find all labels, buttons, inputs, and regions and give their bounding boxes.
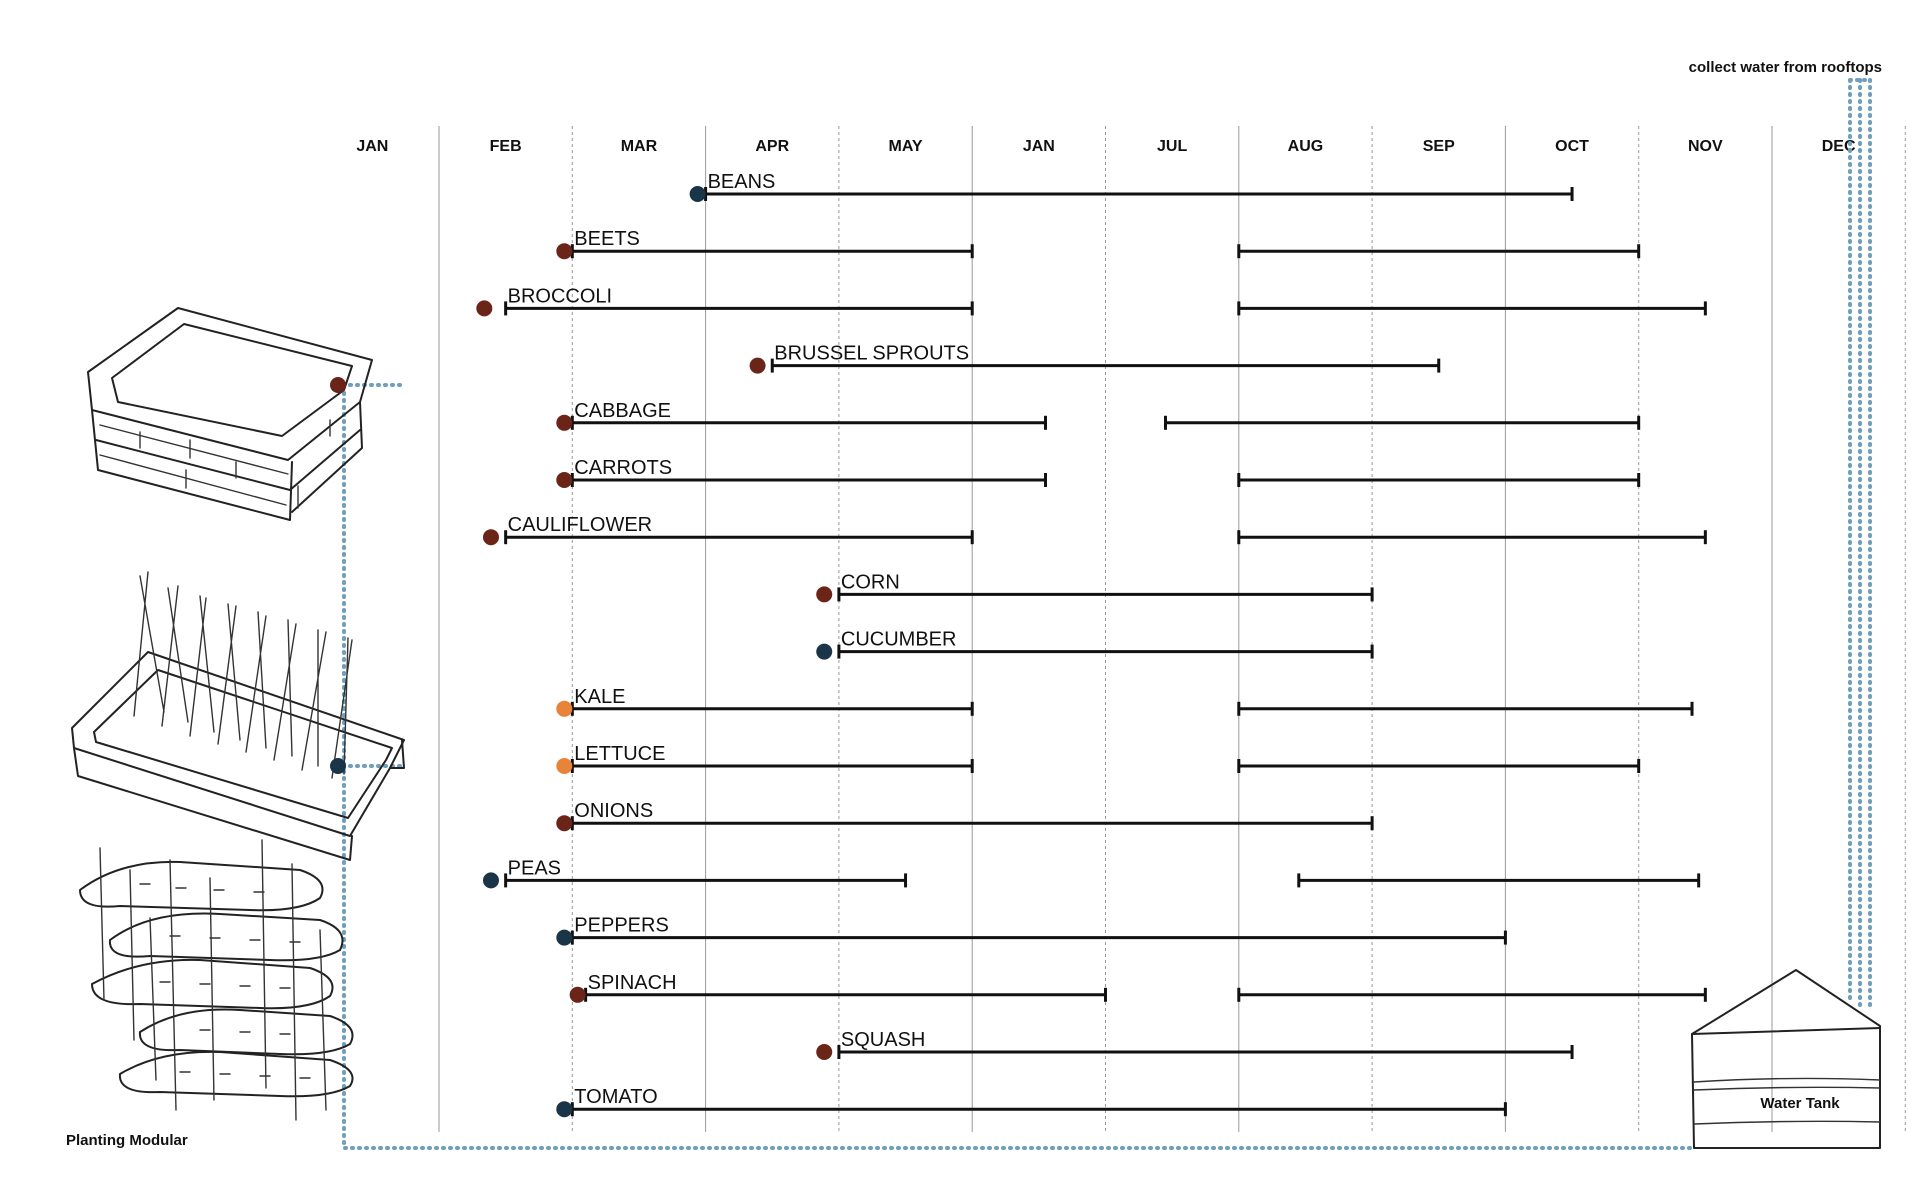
month-label: JAN (356, 138, 388, 155)
raised-bed-sketch (87, 307, 373, 521)
planting-dot (476, 300, 493, 317)
crop-row: KALE (556, 686, 1694, 717)
crop-label: BRUSSEL SPROUTS (774, 343, 969, 365)
month-label: SEP (1423, 138, 1455, 155)
month-labels: JAN FEB MAR APR MAY JAN JUL AUG SEP OCT NOV DEC (356, 138, 1856, 155)
planting-dot (556, 758, 573, 774)
crop-row: CAULIFLOWER (482, 514, 1707, 546)
crop-label: SQUASH (841, 1029, 925, 1051)
crop-row: SPINACH (569, 972, 1707, 1003)
planting-dot (816, 1044, 833, 1060)
planting-dot (689, 186, 706, 202)
month-label: JAN (1023, 138, 1055, 155)
planting-modular-label: Planting Modular (66, 1132, 188, 1149)
planting-dot (556, 1101, 573, 1118)
month-label: JUL (1157, 138, 1187, 155)
planting-dot (556, 700, 573, 717)
month-label: OCT (1555, 138, 1589, 155)
crop-label: CORN (841, 571, 900, 593)
planting-dot (749, 357, 766, 374)
crop-rows: BEANS BEETS BROCCOLI BRUSSEL SPROUTS CABBAGE… (476, 171, 1707, 1118)
planting-dot (556, 929, 573, 946)
crop-label: PEPPERS (574, 915, 668, 937)
rooftops-label: collect water from rooftops (1689, 59, 1882, 76)
month-label: NOV (1688, 138, 1723, 155)
crop-label: TOMATO (574, 1086, 657, 1108)
raised-bed-marker (330, 377, 346, 393)
planting-modular-sketch (79, 839, 354, 1121)
month-label: MAR (621, 138, 658, 155)
crop-row: LETTUCE (556, 743, 1641, 774)
trellis-bed-sketch (71, 571, 405, 861)
planting-dot (482, 872, 499, 889)
month-gridlines (438, 126, 1906, 1132)
crop-row: CARROTS (556, 457, 1641, 488)
crop-row: SQUASH (816, 1029, 1574, 1060)
planting-dot (556, 414, 573, 431)
crop-label: LETTUCE (574, 743, 665, 765)
crop-row: BROCCOLI (476, 285, 1707, 317)
planting-dot (556, 243, 573, 260)
month-label: MAY (889, 138, 923, 155)
crop-label: CARROTS (574, 457, 672, 479)
crop-label: KALE (574, 686, 625, 708)
month-label: APR (755, 138, 789, 155)
trellis-bed-marker (330, 758, 346, 774)
crop-row: BEANS (689, 171, 1574, 202)
crop-row: CORN (816, 571, 1374, 603)
crop-label: ONIONS (574, 800, 653, 822)
crop-label: CUCUMBER (841, 629, 957, 651)
water-line-rooftops-to-tank (1848, 78, 1872, 1012)
crop-row: ONIONS (556, 800, 1374, 832)
water-tank-sketch (1691, 969, 1881, 1149)
crop-row: PEAS (482, 857, 1701, 889)
crop-row: TOMATO (556, 1086, 1507, 1118)
crop-label: CABBAGE (574, 400, 671, 422)
crop-row: BEETS (556, 228, 1641, 260)
crop-label: BEANS (708, 171, 776, 193)
water-tank-label: Water Tank (1760, 1095, 1840, 1112)
crop-label: SPINACH (588, 972, 677, 994)
month-label: DEC (1822, 138, 1856, 155)
month-label: FEB (490, 138, 522, 155)
planting-dot (556, 815, 573, 832)
crop-row: CABBAGE (556, 400, 1641, 431)
planting-dot (482, 529, 499, 546)
crop-label: BROCCOLI (508, 285, 612, 307)
month-label: AUG (1288, 138, 1324, 155)
crop-label: BEETS (574, 228, 640, 250)
crop-row: BRUSSEL SPROUTS (749, 343, 1441, 374)
crop-row: CUCUMBER (816, 629, 1374, 660)
crop-row: PEPPERS (556, 915, 1507, 946)
planting-dot (569, 986, 586, 1003)
crop-label: PEAS (508, 857, 561, 879)
planting-dot (816, 643, 833, 660)
crop-label: CAULIFLOWER (508, 514, 652, 536)
planting-dot (816, 586, 833, 603)
planting-dot (556, 472, 573, 488)
